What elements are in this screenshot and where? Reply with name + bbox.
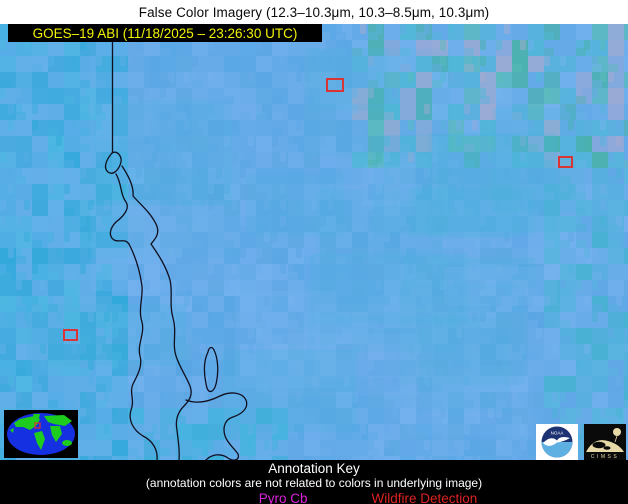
cimss-logo: CIMSS xyxy=(584,424,626,460)
legend-wildfire-label: Wildfire Detection xyxy=(371,491,478,504)
noaa-logo: NOAA xyxy=(536,424,578,460)
wildfire-detection-marker xyxy=(63,329,78,341)
globe-locator-inset xyxy=(4,410,78,458)
satellite-timestamp-label: GOES–19 ABI (11/18/2025 – 23:26:30 UTC) xyxy=(8,24,322,42)
wildfire-detection-marker xyxy=(558,156,573,168)
annotation-key: Annotation Key (annotation colors are no… xyxy=(0,460,628,504)
image-title: False Color Imagery (12.3–10.3μm, 10.3–8… xyxy=(0,0,628,24)
cimss-logo-text: CIMSS xyxy=(591,454,619,460)
noaa-logo-text: NOAA xyxy=(551,431,564,436)
false-color-texture xyxy=(0,24,628,460)
annotation-key-note: (annotation colors are not related to co… xyxy=(145,476,483,490)
legend-pyrocb-label: Pyro Cb xyxy=(258,491,308,504)
cimss-balloon-icon xyxy=(613,428,621,436)
annotation-key-heading: Annotation Key xyxy=(268,461,360,476)
globe-view-marker xyxy=(34,422,41,429)
globe-continents xyxy=(10,414,72,450)
annotation-legend: Pyro Cb Wildfire Detection xyxy=(54,491,628,504)
wildfire-detection-marker xyxy=(326,78,344,92)
satellite-imagery: GOES–19 ABI (11/18/2025 – 23:26:30 UTC) … xyxy=(0,24,628,460)
noaa-gull-icon xyxy=(543,436,570,446)
